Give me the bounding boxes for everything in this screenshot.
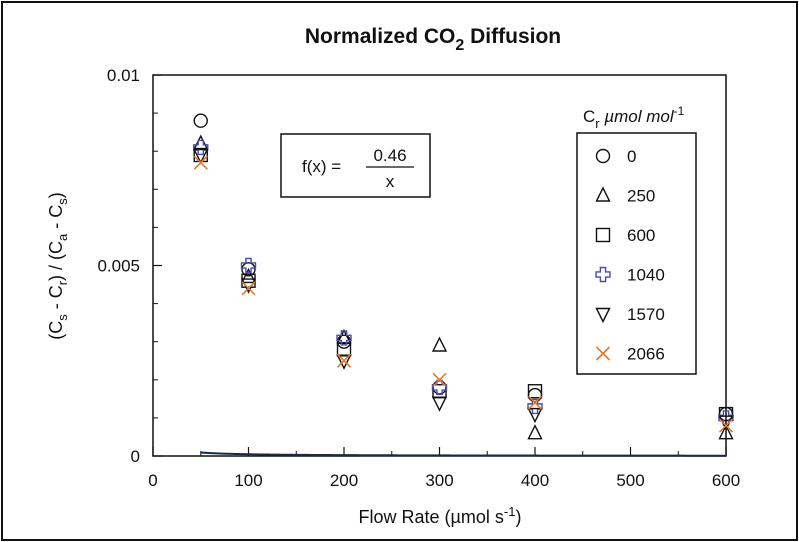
data-point-1040	[431, 379, 448, 396]
data-point-600	[718, 406, 734, 422]
formula-numerator: 0.46	[373, 146, 406, 165]
legend-marker-1040	[595, 266, 611, 283]
x-tick-label: 400	[521, 471, 549, 490]
data-point-2066	[527, 395, 543, 410]
formula-box: f(x) = 0.46 x	[280, 133, 431, 198]
data-point-250	[718, 424, 734, 440]
legend-label-0: 0	[627, 147, 636, 166]
legend-marker-0	[595, 148, 611, 164]
data-point-2066	[432, 372, 447, 387]
x-tick-label: 100	[234, 471, 262, 490]
legend-frame	[576, 132, 697, 375]
legend-label-1570: 1570	[627, 305, 665, 324]
y-tick-label: 0.01	[107, 66, 140, 85]
x-tick-label: 600	[712, 471, 740, 490]
y-axis-label: (Cs - Cr) / (Ca - Cs)	[46, 192, 70, 340]
data-point-0	[336, 334, 352, 349]
data-point-0	[241, 262, 256, 277]
x-tick-label: 0	[148, 471, 157, 490]
x-axis-label: Flow Rate (µmol s-1)	[359, 504, 522, 527]
y-tick-label: 0	[131, 447, 140, 466]
data-point-250	[240, 267, 257, 284]
x-tick-labels: 0 100 200 300 400 500 600	[148, 471, 740, 490]
y-tick-label: 0.005	[97, 257, 140, 276]
data-point-0	[193, 113, 208, 128]
data-point-1570	[431, 396, 448, 412]
data-point-250	[431, 336, 448, 352]
legend-marker-2066	[595, 346, 611, 361]
data-point-1040	[336, 330, 352, 346]
legend-label-1040: 1040	[627, 266, 665, 285]
data-markers	[193, 113, 734, 440]
data-point-1570	[240, 278, 257, 294]
legend-marker-600	[595, 227, 611, 243]
x-tick-label: 500	[616, 471, 644, 490]
legend: Cr µmol mol-1 0 250 600 1040 1570 2066	[576, 104, 697, 375]
data-point-2066	[241, 281, 256, 296]
data-point-0	[432, 380, 447, 395]
x-tick-label: 300	[425, 471, 453, 490]
legend-label-600: 600	[627, 226, 655, 245]
legend-title: Cr µmol mol-1	[583, 104, 685, 131]
data-point-1570	[193, 148, 209, 165]
data-point-1040	[527, 398, 543, 415]
legend-label-2066: 2066	[627, 345, 665, 364]
data-point-1570	[527, 407, 543, 424]
data-point-250	[527, 424, 543, 440]
data-point-1570	[336, 354, 352, 370]
fit-curve	[200, 451, 726, 457]
data-point-1040	[193, 139, 209, 156]
formula-lhs: f(x) =	[302, 157, 341, 176]
data-point-1040	[240, 257, 257, 274]
data-point-2066	[718, 418, 734, 433]
legend-marker-250	[595, 186, 611, 202]
data-point-600	[527, 384, 543, 399]
data-point-2066	[193, 155, 208, 170]
formula-denominator: x	[386, 172, 395, 191]
legend-label-250: 250	[627, 187, 655, 206]
legend-marker-1570	[595, 307, 611, 324]
y-tick-labels: 0 0.005 0.01	[97, 66, 140, 466]
x-tick-label: 200	[330, 471, 358, 490]
formula-frame	[280, 133, 431, 198]
data-point-250	[193, 134, 209, 150]
data-point-2066	[336, 353, 352, 368]
chart-title: Normalized CO2 Diffusion	[305, 25, 561, 54]
